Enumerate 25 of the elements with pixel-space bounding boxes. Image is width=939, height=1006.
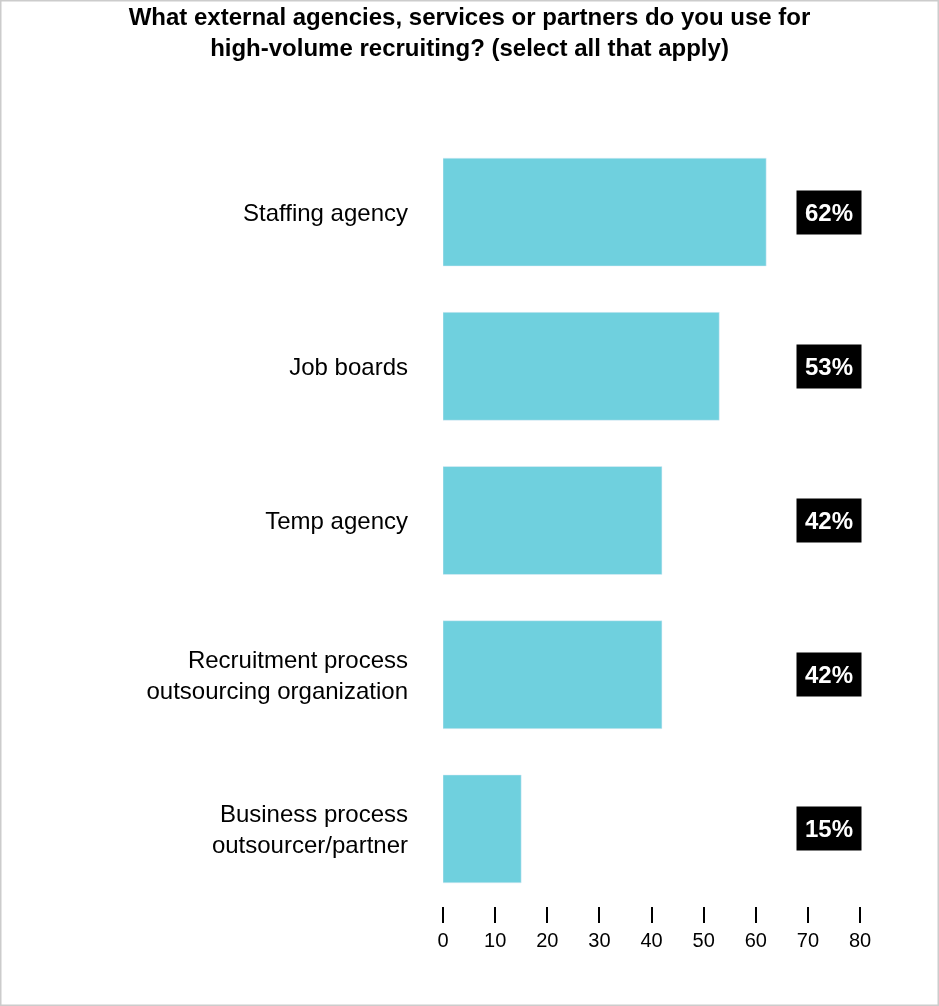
y-tick-label: Staffing agency [242, 198, 408, 226]
bar [443, 312, 720, 421]
y-tick-label: Business process outsourcer/partner [211, 799, 408, 858]
x-tick-label: 0 [437, 929, 449, 951]
data-label: 42% [805, 507, 854, 534]
x-tick-label: 70 [796, 929, 820, 951]
y-tick-label: Recruitment process outsourcing organization [146, 645, 408, 704]
y-tick-label: Job boards [289, 352, 408, 380]
data-label: 15% [805, 815, 854, 842]
data-label: 53% [805, 353, 854, 380]
data-label: 62% [805, 199, 854, 226]
data-label: 42% [805, 661, 854, 688]
x-tick-label: 80 [848, 929, 872, 951]
bar [443, 774, 522, 884]
chart-title: What external agencies, services or partners do you use for high-volume recruiting? (select all that apply) [128, 3, 811, 62]
bar [443, 620, 663, 729]
x-tick-label: 20 [536, 929, 559, 951]
x-tick-label: 60 [744, 929, 767, 951]
bar [443, 157, 767, 267]
y-tick-label: Temp agency [265, 506, 408, 534]
x-tick-label: 40 [640, 929, 663, 951]
x-tick-label: 10 [484, 929, 507, 951]
bar [443, 466, 663, 575]
x-tick-label: 30 [588, 929, 611, 951]
x-tick-label: 50 [692, 929, 715, 951]
